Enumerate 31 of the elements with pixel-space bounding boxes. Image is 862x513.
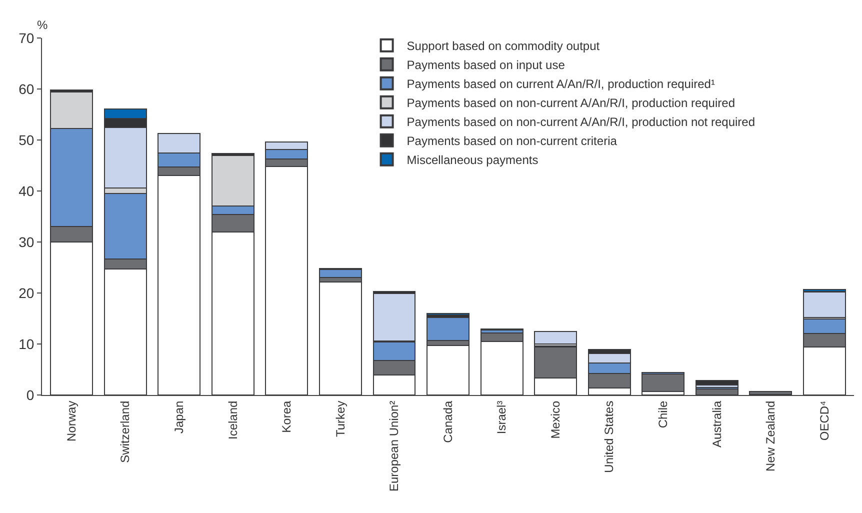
y-tick-label: 40 (18, 182, 34, 199)
x-tick-label: European Union² (387, 400, 402, 492)
x-tick-label: Australia (710, 400, 724, 448)
y-tick-label: 70 (18, 30, 34, 46)
x-tick-label: Norway (64, 400, 78, 442)
y-axis-title: % (37, 18, 48, 32)
x-tick-label: Korea (280, 400, 294, 433)
legend-label: Support based on commodity output (406, 39, 600, 54)
legend-label: Payments based on non-current A/An/R/I, production not required (406, 115, 756, 130)
y-tick-label: 30 (18, 234, 34, 250)
x-tick-label: Iceland (226, 400, 240, 440)
y-tick-label: 50 (18, 132, 34, 148)
x-tick-label: Switzerland (118, 400, 132, 463)
x-tick-label: Japan (172, 400, 186, 434)
y-tick-label: 10 (18, 336, 34, 352)
x-tick-label: Canada (440, 400, 455, 443)
y-tick-label: 0 (26, 386, 34, 403)
x-tick-label: Mexico (548, 400, 562, 439)
x-tick-label: Chile (656, 400, 670, 428)
x-tick-label: OECD⁴ (817, 400, 832, 441)
legend-label: Payments based on input use (406, 58, 566, 72)
x-tick-label: New Zealand (764, 400, 778, 472)
x-tick-label: Israel³ (494, 400, 509, 434)
legend-label: Payments based on current A/An/R/I, production required¹ (406, 77, 715, 92)
x-tick-label: United States (602, 400, 616, 473)
y-tick-label: 20 (18, 284, 34, 301)
x-tick-label: Turkey (333, 400, 348, 438)
y-tick-label: 60 (18, 80, 34, 97)
legend-label: Payments based on non-current A/An/R/I, production required (406, 96, 736, 110)
legend-label: Miscellaneous payments (406, 153, 538, 168)
legend-label: Payments based on non-current criteria (406, 134, 618, 148)
